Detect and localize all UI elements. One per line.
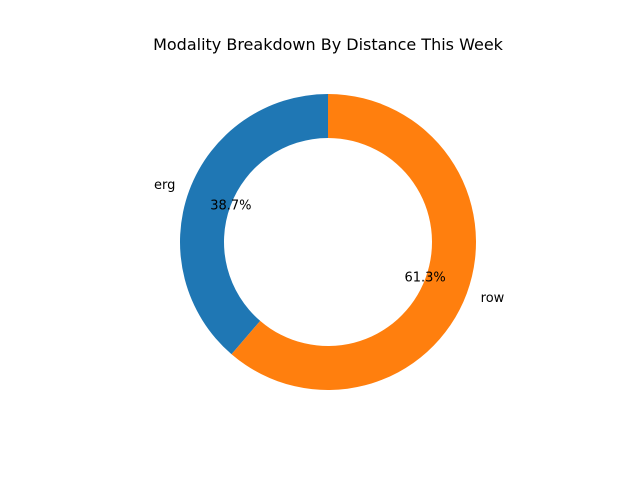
slice-label-erg: erg <box>154 178 175 193</box>
labels-group: erg 38.7% row 61.3% <box>154 178 505 306</box>
slice-row <box>231 94 477 390</box>
pct-label-row: 61.3% <box>404 271 445 286</box>
chart-title: Modality Breakdown By Distance This Week <box>153 35 504 54</box>
slice-erg <box>180 94 328 355</box>
slices-group <box>180 94 477 390</box>
pct-label-erg: 38.7% <box>210 198 251 213</box>
slice-label-row: row <box>481 291 505 306</box>
